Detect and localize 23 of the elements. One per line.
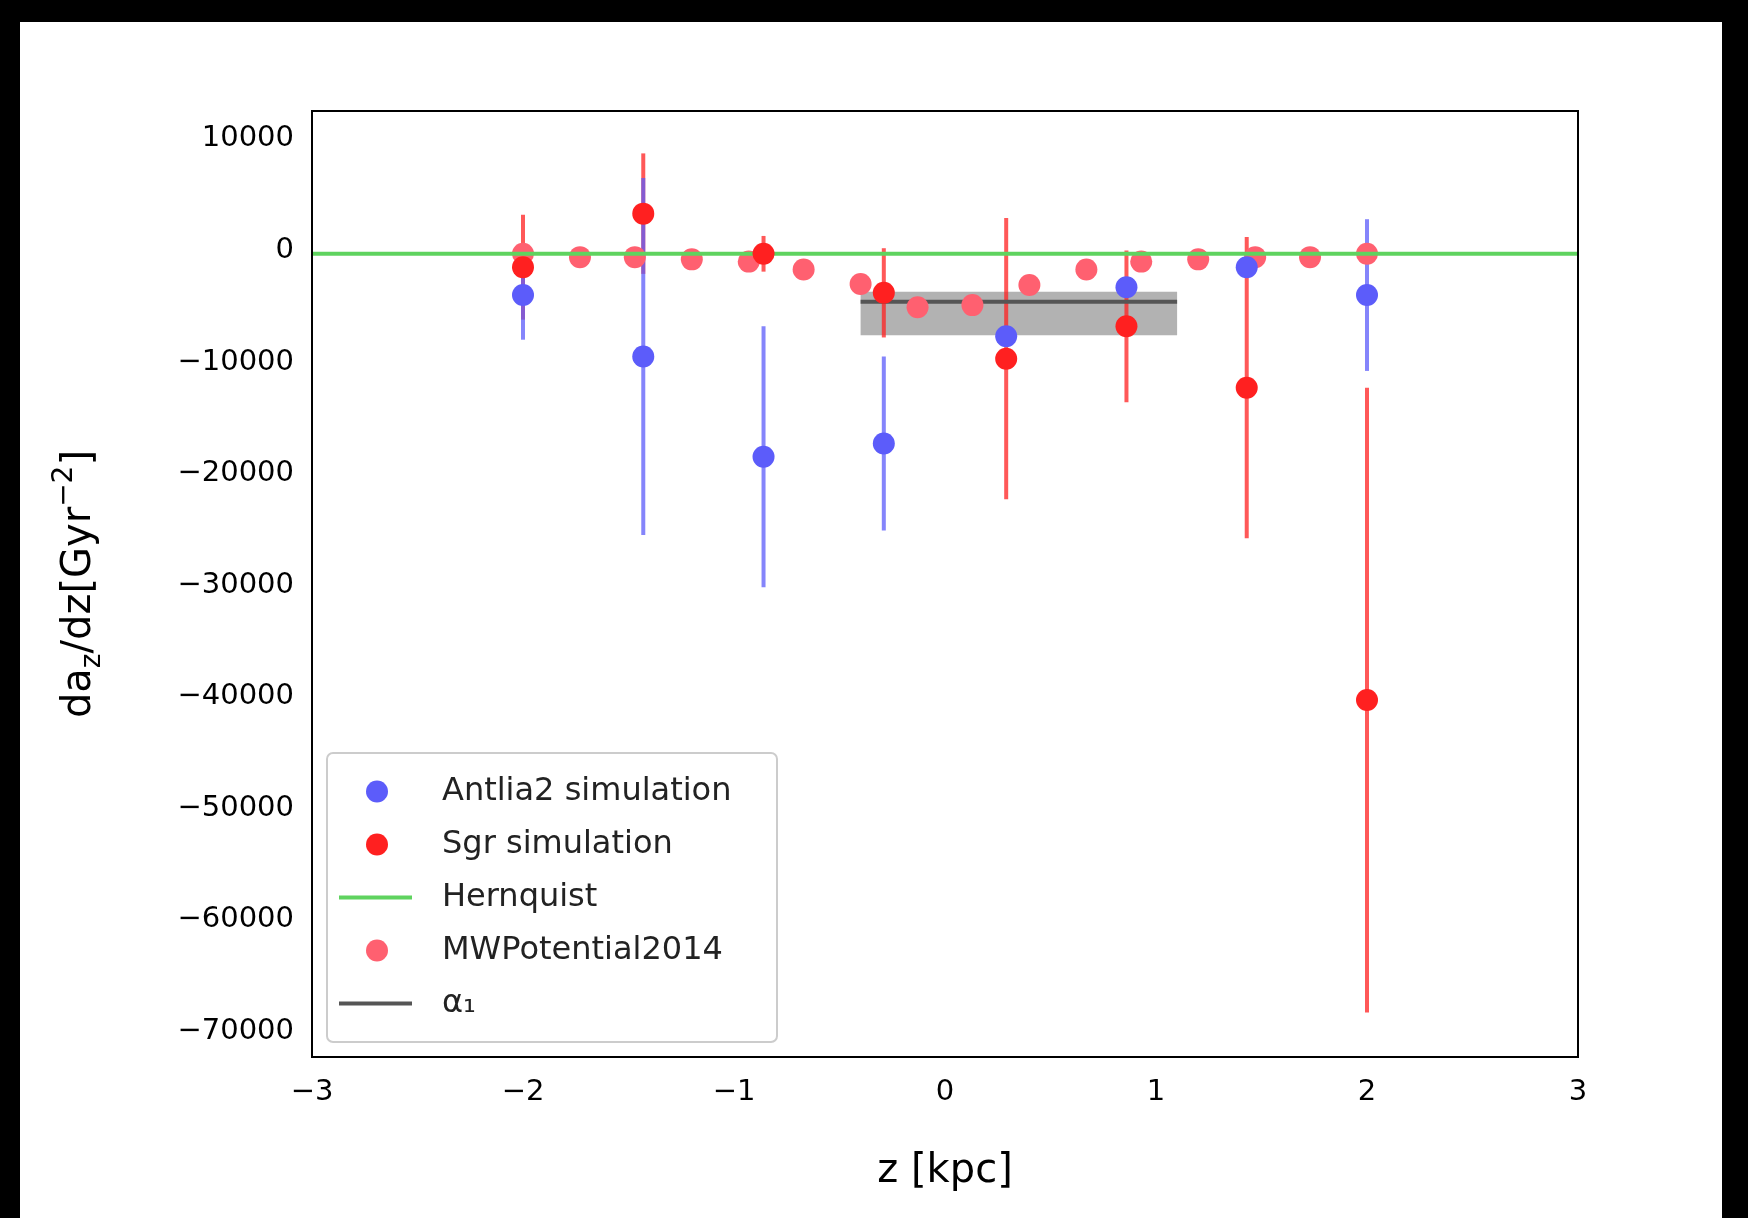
x-tick-label: −3 (290, 1072, 334, 1107)
y-tick-label: −10000 (177, 342, 294, 377)
y-tick-label: −40000 (177, 677, 294, 712)
y-tick-label: 0 (275, 230, 294, 265)
legend-label: Antlia2 simulation (442, 769, 732, 808)
y-tick-label: −20000 (177, 454, 294, 489)
x-tick-label: −2 (501, 1072, 545, 1107)
y-axis-title: daz/dz[Gyr−2] (46, 449, 107, 719)
legend-label: MWPotential2014 (442, 928, 723, 967)
y-tick-label: −30000 (177, 565, 294, 600)
x-tick-label: 1 (1146, 1072, 1166, 1107)
x-tick-label: 2 (1357, 1072, 1377, 1107)
y-tick-label: −70000 (177, 1011, 294, 1046)
legend-label: Hernquist (442, 875, 598, 914)
x-tick-label: −1 (712, 1072, 756, 1107)
x-axis-title: z [kpc] (877, 1145, 1013, 1191)
x-tick-label: 0 (935, 1072, 955, 1107)
y-tick-label: −60000 (177, 900, 294, 935)
legend-label: Sgr simulation (442, 822, 673, 861)
x-tick-label: 3 (1568, 1072, 1588, 1107)
legend-label: α₁ (442, 981, 476, 1020)
y-tick-label: 10000 (201, 119, 294, 154)
y-tick-label: −50000 (177, 788, 294, 823)
